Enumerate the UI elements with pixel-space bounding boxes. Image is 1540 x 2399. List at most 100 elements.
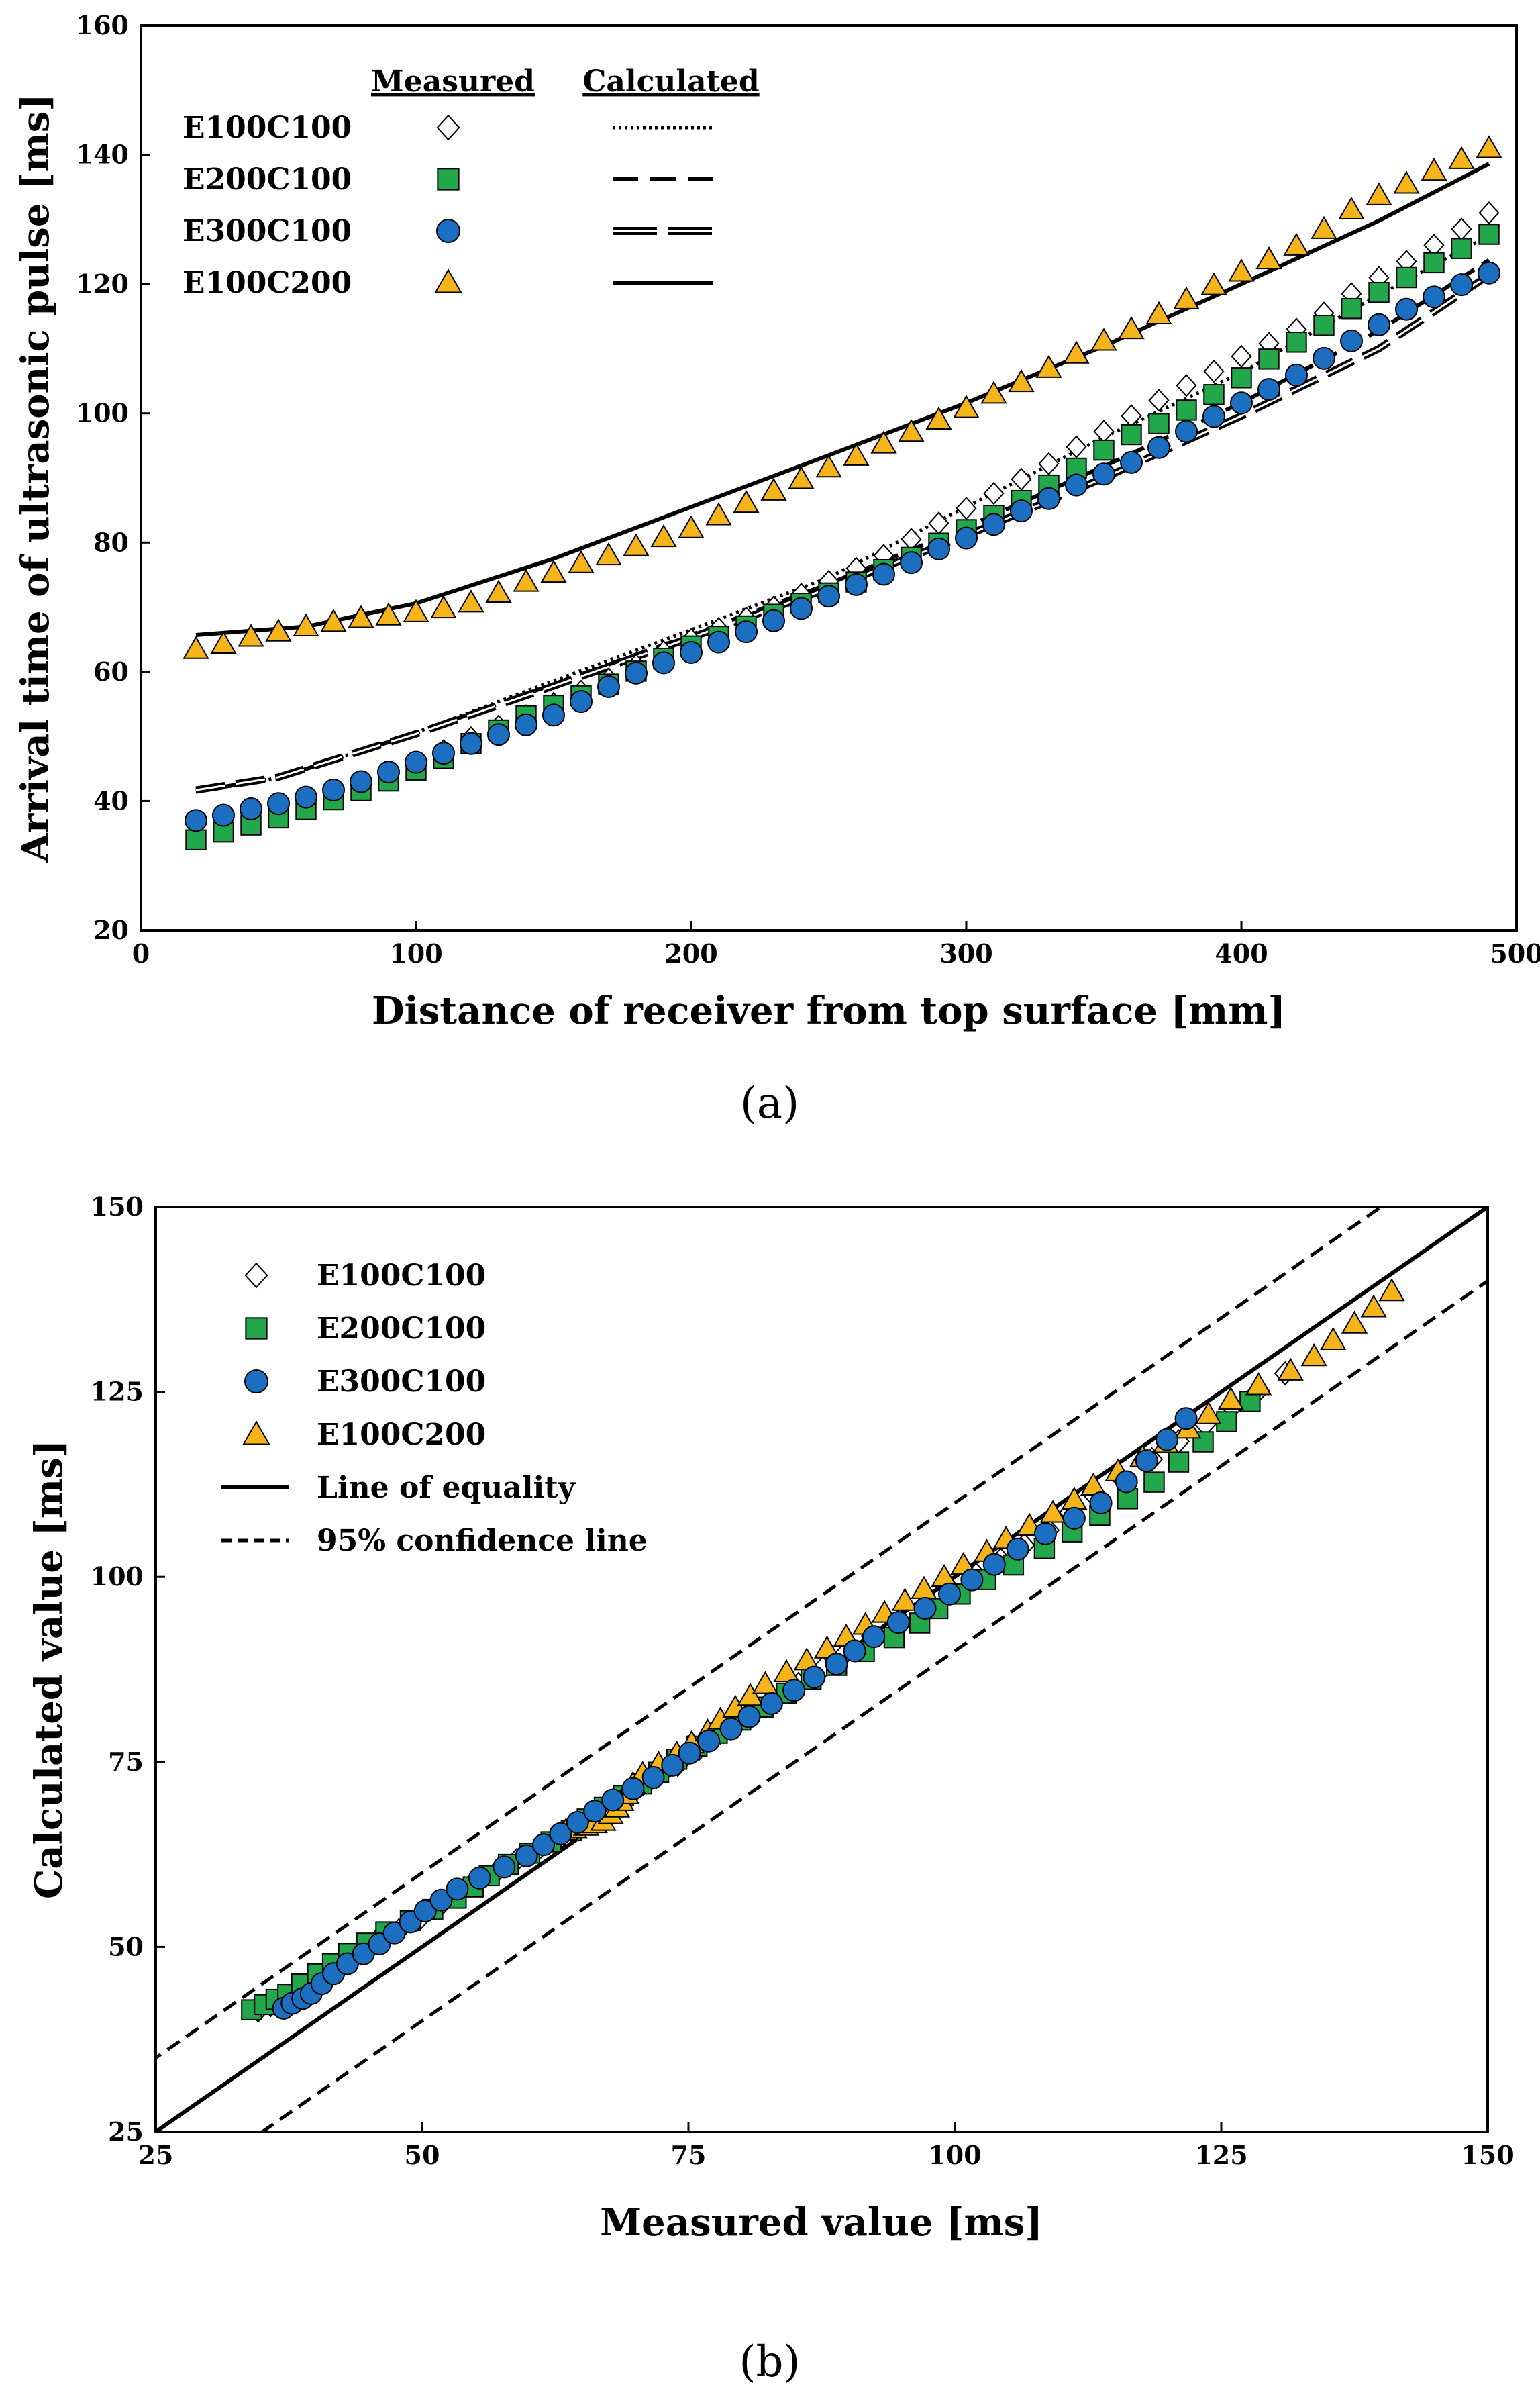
point-a-e300c100 — [1037, 487, 1060, 510]
point-a-e100c200 — [1118, 315, 1145, 340]
point-a-e100c200 — [843, 442, 870, 466]
point-a-e200c100 — [1286, 332, 1307, 353]
point-a-e100c200 — [980, 381, 1007, 404]
point-a-e200c100 — [1121, 424, 1142, 446]
point-a-e100c200 — [925, 406, 952, 430]
a-xtick-label: 500 — [1490, 938, 1540, 969]
point-a-e100c200 — [513, 569, 540, 592]
point-b-e300c100 — [760, 1692, 783, 1715]
legend-b-label-equality: Line of equality — [317, 1471, 576, 1505]
a-xtick-label: 100 — [389, 938, 442, 969]
point-a-e200c100 — [1231, 367, 1252, 389]
b-ytick-label: 150 — [91, 1191, 144, 1222]
point-a-e100c100 — [1011, 467, 1032, 491]
point-b-e300c100 — [641, 1765, 665, 1789]
point-a-e300c100 — [1092, 462, 1115, 486]
point-b-e300c100 — [549, 1822, 572, 1845]
point-a-e300c100 — [570, 690, 593, 714]
b-ytick-label: 25 — [108, 2116, 144, 2147]
point-b-e100c200 — [911, 1575, 937, 1599]
point-a-e100c200 — [760, 477, 787, 501]
a-ytick-label: 120 — [76, 268, 129, 299]
point-b-e300c100 — [1033, 1522, 1057, 1545]
b-xtick-label: 125 — [1194, 2140, 1247, 2170]
point-a-e200c100 — [1176, 399, 1197, 421]
point-a-e200c100 — [1258, 348, 1280, 370]
point-a-e100c200 — [238, 624, 264, 647]
point-b-e300c100 — [843, 1639, 866, 1663]
a-xtick-label: 200 — [664, 938, 717, 969]
legend-b-symbols — [221, 1262, 289, 1543]
point-b-e300c100 — [1156, 1428, 1179, 1451]
point-a-e300c100 — [982, 513, 1005, 536]
point-a-e300c100 — [900, 551, 923, 575]
confidence-line — [259, 1279, 1488, 2132]
point-a-e300c100 — [542, 703, 565, 727]
point-a-e300c100 — [1065, 473, 1088, 497]
point-a-e100c200 — [1476, 135, 1502, 158]
point-a-e300c100 — [1257, 378, 1280, 401]
point-a-e100c200 — [1090, 328, 1117, 351]
point-b-e300c100 — [697, 1729, 721, 1753]
point-b-e300c100 — [719, 1717, 743, 1741]
point-a-e300c100 — [460, 732, 482, 755]
point-a-e100c200 — [733, 489, 760, 513]
point-b-e300c100 — [661, 1753, 684, 1777]
plot-frame-a — [140, 24, 1518, 932]
point-a-e300c100 — [240, 797, 262, 820]
point-b-e100c200 — [1360, 1294, 1387, 1318]
legend-a-symbols — [434, 114, 713, 293]
point-a-e100c200 — [430, 595, 457, 619]
point-a-e100c100 — [1093, 420, 1115, 443]
point-a-e200c100 — [1203, 384, 1225, 405]
point-b-e100c200 — [1341, 1310, 1368, 1334]
point-a-e300c100 — [515, 713, 537, 736]
point-b-e300c100 — [382, 1921, 406, 1945]
legend-a-label-e100c100: E100C100 — [183, 111, 352, 145]
a-ytick-label: 40 — [93, 785, 129, 816]
point-a-e100c100 — [1176, 374, 1197, 397]
point-a-e100c200 — [403, 599, 429, 622]
point-a-e300c100 — [432, 742, 455, 765]
point-b-e300c100 — [1089, 1491, 1113, 1514]
point-a-e100c200 — [1035, 354, 1062, 378]
point-a-e100c200 — [1063, 340, 1090, 364]
point-b-e300c100 — [862, 1625, 886, 1649]
point-b-e300c100 — [515, 1844, 538, 1867]
point-a-e200c100 — [1148, 413, 1170, 434]
point-a-e300c100 — [1120, 450, 1143, 474]
point-b-e100c200 — [813, 1635, 841, 1659]
point-a-e200c100 — [185, 829, 207, 850]
point-b-e300c100 — [566, 1810, 589, 1834]
point-a-e100c200 — [1008, 369, 1035, 393]
legend-a-marker-e100c200 — [434, 268, 462, 293]
point-a-e100c100 — [1121, 404, 1142, 428]
chart-panel-b: 25 50 75 100 125 150 25 50 75 100 125 150 E100C100 … — [27, 1191, 1515, 2387]
b-ytick-label: 125 — [91, 1377, 144, 1407]
point-a-e200c100 — [1423, 252, 1445, 274]
legend-a-marker-e100c100 — [436, 114, 460, 141]
point-a-e100c200 — [1200, 272, 1227, 295]
point-a-e100c100 — [1451, 217, 1472, 241]
calculated-curve-e100c200 — [195, 162, 1490, 637]
calculated-curve-e100c100 — [195, 234, 1490, 794]
a-xtick-label: 400 — [1215, 938, 1268, 969]
point-a-e300c100 — [625, 661, 648, 685]
point-b-e300c100 — [825, 1653, 848, 1676]
point-b-e300c100 — [583, 1800, 607, 1823]
point-a-e100c200 — [1366, 182, 1392, 205]
point-a-e100c200 — [485, 579, 512, 603]
point-a-e100c100 — [1066, 435, 1087, 459]
legend-b-label-e100c200: E100C200 — [317, 1418, 486, 1452]
point-a-e300c100 — [597, 675, 620, 699]
legend-b-marker-e100c100 — [244, 1262, 268, 1289]
point-b-e300c100 — [782, 1679, 806, 1702]
a-ytick-label: 80 — [93, 527, 129, 557]
point-a-e300c100 — [1010, 499, 1033, 523]
point-b-e100c200 — [1300, 1343, 1327, 1367]
point-a-e300c100 — [955, 526, 978, 550]
point-a-e300c100 — [1395, 297, 1418, 321]
point-a-e300c100 — [350, 770, 372, 793]
point-b-e300c100 — [737, 1705, 761, 1728]
